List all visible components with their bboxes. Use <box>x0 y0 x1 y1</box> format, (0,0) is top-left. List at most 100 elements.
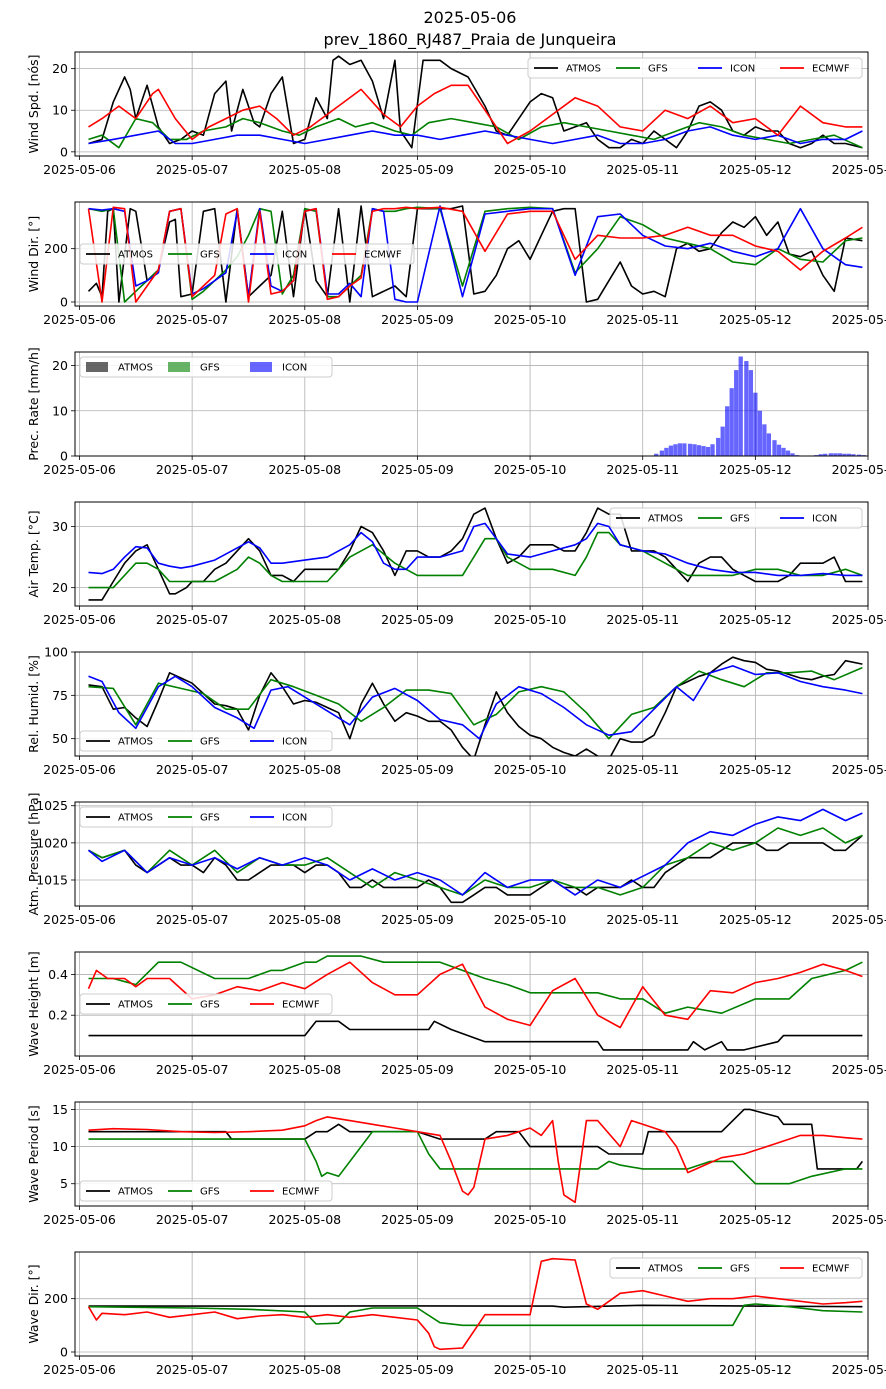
y-tick-label: 75 <box>52 688 68 703</box>
y-tick-label: 200 <box>44 241 68 256</box>
panel-7: 2025-05-06 2025-05-07 2025-05-08 2025-05-09… <box>26 951 886 1077</box>
series-line-atmos <box>88 1020 863 1051</box>
bar-icon <box>677 443 683 456</box>
bar-icon <box>766 433 772 456</box>
bar-icon <box>725 406 730 456</box>
bar-icon <box>696 445 702 456</box>
legend-label: ECMWF <box>282 1000 320 1011</box>
bar-icon <box>701 446 706 456</box>
bar-icon <box>664 447 669 456</box>
y-axis-label: Wind Spd. [nós] <box>26 55 41 154</box>
y-tick-label: 1020 <box>36 835 68 850</box>
x-tick-label: 2025-05-07 <box>156 162 229 177</box>
legend: ATMOS GFS ICON <box>79 356 333 378</box>
legend: ATMOS GFS ECMWF <box>609 1257 863 1279</box>
legend-box <box>79 243 415 265</box>
axes-frame <box>74 501 869 607</box>
legend-label: ATMOS <box>566 64 601 75</box>
bar-icon <box>837 453 842 456</box>
x-tick-label: 2025-05-11 <box>606 312 679 327</box>
axes-frame <box>74 651 869 757</box>
legend-label: GFS <box>200 250 220 261</box>
series-line-atmos <box>88 507 863 601</box>
y-tick-label: 100 <box>44 645 68 660</box>
series-group <box>87 955 863 1051</box>
axes-frame <box>74 51 869 157</box>
x-tick-label: 2025-05-11 <box>606 162 679 177</box>
bar-icon <box>781 447 786 456</box>
x-tick-label: 2025-05-07 <box>156 612 229 627</box>
y-tick-label: 10 <box>52 403 68 418</box>
bar-icon <box>682 443 687 456</box>
x-tick-label: 2025-05-07 <box>156 312 229 327</box>
x-tick-label: 2025-05-06 <box>43 762 116 777</box>
x-tick-label: 2025-05-07 <box>156 912 229 927</box>
x-tick-label: 2025-05-06 <box>43 162 116 177</box>
x-tick-label: 2025-05-09 <box>381 612 454 627</box>
x-tick-label: 2025-05-12 <box>719 762 792 777</box>
x-tick-label: 2025-05-13 <box>832 162 886 177</box>
legend-label: ECMWF <box>282 1187 320 1198</box>
x-tick-label: 2025-05-09 <box>381 462 454 477</box>
axes-frame <box>74 951 869 1057</box>
axes-frame <box>74 1101 869 1207</box>
x-tick-label: 2025-05-13 <box>832 912 886 927</box>
bar-icon <box>705 446 711 456</box>
bar-icon <box>716 437 721 456</box>
bar-icon <box>846 453 851 456</box>
series-line-gfs <box>88 1303 863 1327</box>
y-axis-label: Wind Dir. [°] <box>26 216 41 292</box>
figure-title-date: 2025-05-06 <box>424 8 517 27</box>
bar-icon <box>744 361 749 456</box>
x-tick-label: 2025-05-10 <box>494 1362 567 1377</box>
x-tick-label: 2025-05-09 <box>381 1062 454 1077</box>
x-tick-label: 2025-05-08 <box>268 612 341 627</box>
series-line-gfs <box>88 117 863 149</box>
bar-icon <box>790 453 795 456</box>
series-line-gfs <box>88 955 863 1015</box>
x-tick-label: 2025-05-12 <box>719 1362 792 1377</box>
y-tick-label: 0 <box>60 295 68 310</box>
y-tick-label: 0 <box>60 144 68 159</box>
x-tick-label: 2025-05-12 <box>719 612 792 627</box>
x-tick-label: 2025-05-10 <box>494 612 567 627</box>
panel-1: 2025-05-06 2025-05-07 2025-05-08 2025-05-09… <box>26 51 886 177</box>
x-tick-label: 2025-05-08 <box>268 912 341 927</box>
y-tick-label: 10 <box>52 1139 68 1154</box>
x-tick-label: 2025-05-10 <box>494 462 567 477</box>
x-tick-label: 2025-05-09 <box>381 762 454 777</box>
y-tick-label: 10 <box>52 103 68 118</box>
legend-label: ATMOS <box>118 813 153 824</box>
legend: ATMOS GFS ICON <box>79 730 333 752</box>
bar-icon <box>823 453 828 456</box>
bar-icon <box>828 453 833 456</box>
legend-label: GFS <box>648 64 668 75</box>
y-axis-label: Rel. Humid. [%] <box>26 655 41 753</box>
legend-swatch <box>250 362 272 372</box>
x-tick-label: 2025-05-11 <box>606 912 679 927</box>
series-line-ecmwf <box>88 84 863 145</box>
legend-label: ICON <box>282 250 307 261</box>
x-tick-label: 2025-05-12 <box>719 162 792 177</box>
series-line-gfs <box>88 531 863 589</box>
x-tick-label: 2025-05-13 <box>832 312 886 327</box>
legend-box <box>609 507 863 529</box>
bar-icon <box>776 444 782 456</box>
legend: ATMOS GFS ICON ECMWF <box>79 243 415 265</box>
series-line-atmos <box>88 55 863 149</box>
legend: ATMOS GFS ICON <box>79 806 333 828</box>
panel-6: 2025-05-06 2025-05-07 2025-05-08 2025-05-09… <box>26 792 886 927</box>
legend: ATMOS GFS ICON <box>609 507 863 529</box>
y-tick-label: 0 <box>60 1345 68 1360</box>
series-line-icon <box>87 808 863 896</box>
bar-icon <box>734 370 739 456</box>
legend-label: ICON <box>730 64 755 75</box>
legend-label: GFS <box>200 363 220 374</box>
x-tick-label: 2025-05-08 <box>268 1212 341 1227</box>
legend-box <box>79 806 333 828</box>
bar-icon <box>785 450 791 456</box>
x-tick-label: 2025-05-09 <box>381 912 454 927</box>
y-tick-label: 50 <box>52 731 68 746</box>
x-tick-label: 2025-05-06 <box>43 912 116 927</box>
y-tick-label: 0.4 <box>48 967 68 982</box>
